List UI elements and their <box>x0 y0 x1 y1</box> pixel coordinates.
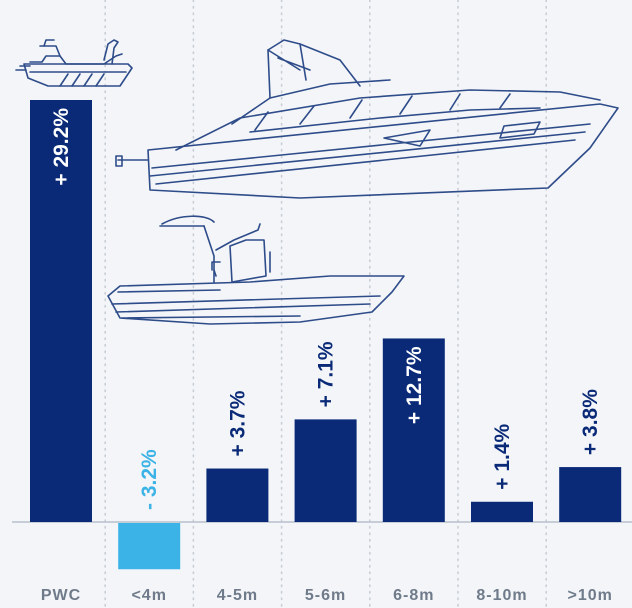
bar-6 <box>559 467 622 522</box>
bar-value-label-1: - 3.2% <box>138 449 161 510</box>
rib-boat-icon <box>107 215 405 325</box>
bar-value-label-4: + 12.7% <box>403 346 426 424</box>
category-tick-2: 4-5m <box>217 587 258 604</box>
bar-1 <box>118 523 181 570</box>
jet-ski-icon <box>15 39 133 87</box>
bar-value-label-2: + 3.7% <box>226 390 249 456</box>
yacht-icon <box>115 39 619 199</box>
category-tick-5: 8-10m <box>476 587 527 604</box>
bar-value-label-6: + 3.8% <box>579 389 602 455</box>
category-tick-4: 6-8m <box>393 587 434 604</box>
category-tick-6: >10m <box>568 587 613 604</box>
bar-3 <box>294 419 357 522</box>
bar-value-label-3: + 7.1% <box>315 341 338 407</box>
bar-4 <box>382 338 445 522</box>
category-tick-0: PWC <box>41 587 81 604</box>
bar-0 <box>30 100 92 522</box>
bar-value-label-0: + 29.2% <box>50 108 73 186</box>
category-tick-3: 5-6m <box>305 587 346 604</box>
bar-2 <box>206 468 269 522</box>
bar-5 <box>471 501 533 522</box>
category-tick-1: <4m <box>131 587 166 604</box>
bar-value-label-5: + 1.4% <box>491 423 514 489</box>
